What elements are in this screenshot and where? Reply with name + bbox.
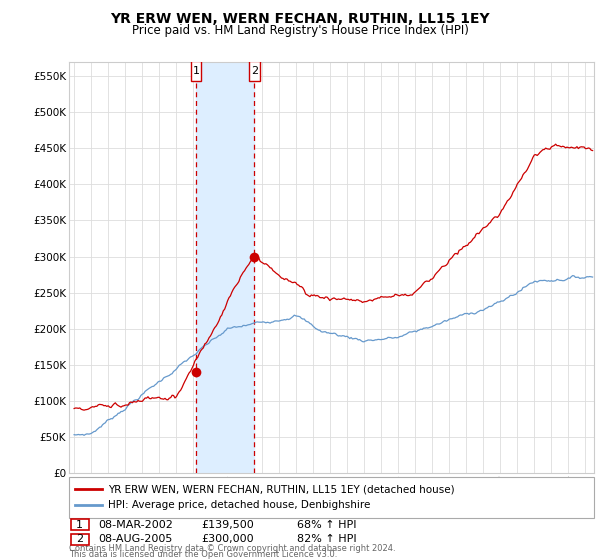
Text: 82% ↑ HPI: 82% ↑ HPI [297,534,356,544]
Text: Contains HM Land Registry data © Crown copyright and database right 2024.: Contains HM Land Registry data © Crown c… [69,544,395,553]
FancyBboxPatch shape [191,61,202,81]
Text: YR ERW WEN, WERN FECHAN, RUTHIN, LL15 1EY (detached house): YR ERW WEN, WERN FECHAN, RUTHIN, LL15 1E… [108,484,455,494]
Text: 1: 1 [193,66,200,76]
Text: £139,500: £139,500 [201,520,254,530]
Text: 08-AUG-2005: 08-AUG-2005 [98,534,172,544]
Text: 08-MAR-2002: 08-MAR-2002 [98,520,173,530]
Bar [196,62,254,473]
Text: YR ERW WEN, WERN FECHAN, RUTHIN, LL15 1EY: YR ERW WEN, WERN FECHAN, RUTHIN, LL15 1E… [110,12,490,26]
Text: £300,000: £300,000 [201,534,254,544]
Text: This data is licensed under the Open Government Licence v3.0.: This data is licensed under the Open Gov… [69,550,337,559]
Text: 2: 2 [251,66,258,76]
Text: Price paid vs. HM Land Registry's House Price Index (HPI): Price paid vs. HM Land Registry's House … [131,24,469,36]
Text: 2: 2 [76,534,83,544]
FancyBboxPatch shape [250,61,260,81]
Text: 1: 1 [76,520,83,530]
Text: 68% ↑ HPI: 68% ↑ HPI [297,520,356,530]
Text: HPI: Average price, detached house, Denbighshire: HPI: Average price, detached house, Denb… [108,500,370,510]
